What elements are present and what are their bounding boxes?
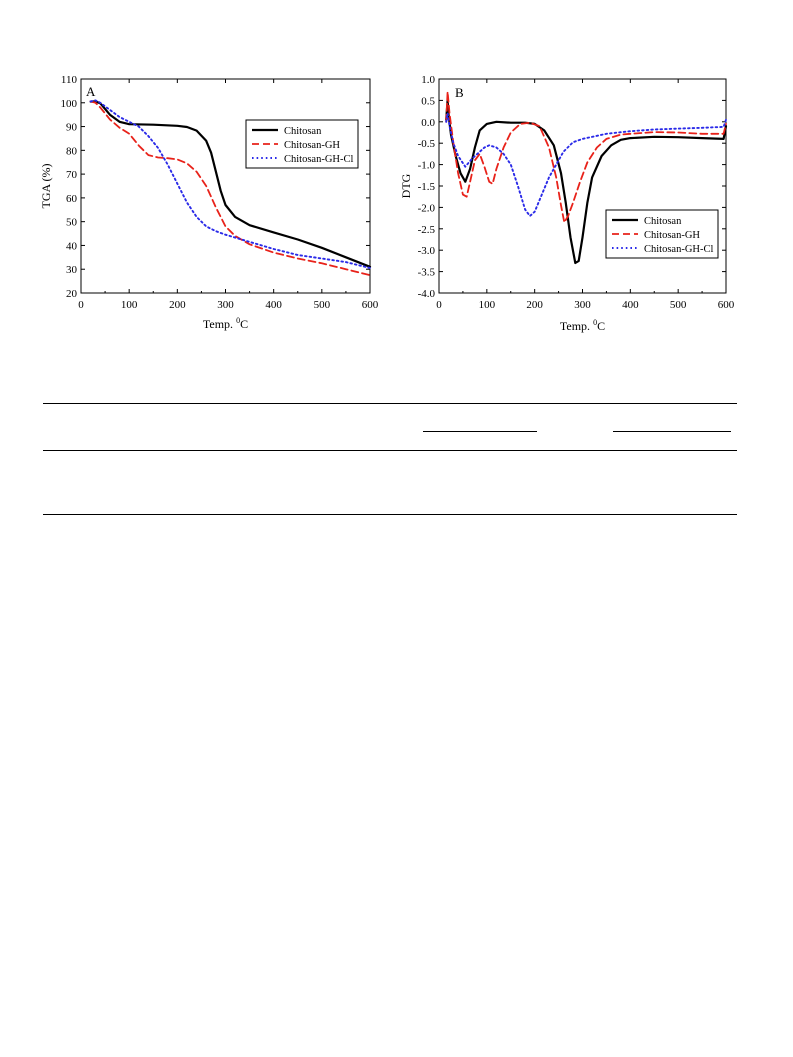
x-axis-label: Temp. 0C — [203, 316, 248, 331]
plot-frame — [80, 78, 371, 294]
x-tick-label: 500 — [314, 299, 331, 311]
x-tick-label: 100 — [121, 299, 138, 311]
table-bottom-rule — [43, 514, 737, 515]
y-tick-label: 50 — [66, 217, 78, 229]
x-tick-label: 600 — [718, 299, 735, 311]
y-tick-label: 20 — [66, 288, 78, 300]
y-tick-label: -3.0 — [418, 245, 436, 257]
legend-entry-label: Chitosan — [284, 126, 322, 137]
x-tick-label: 0 — [78, 299, 84, 311]
chart-panel-a: 0 100 200 300 400 500 600 20 30 40 50 60 70 80 90 100 11… — [39, 74, 379, 331]
legend-entry-label: Chitosan-GH-Cl — [284, 154, 353, 165]
series-line-chitosan-gh-cl — [89, 99, 371, 269]
y-tick-label: 0.5 — [421, 95, 435, 107]
x-tick-label: 600 — [362, 299, 379, 311]
panel-label: B — [455, 85, 464, 100]
y-tick-label: 110 — [61, 74, 78, 86]
y-tick-label: -1.0 — [418, 160, 436, 172]
legend: Chitosan Chitosan-GH Chitosan-GH-Cl — [605, 209, 719, 259]
legend-entry-label: Chitosan-GH-Cl — [644, 244, 713, 255]
x-tick-label: 400 — [622, 299, 639, 311]
legend-entry-label: Chitosan — [644, 216, 682, 227]
y-tick-label: -1.5 — [418, 181, 436, 193]
y-tick-label: 90 — [66, 122, 78, 134]
x-tick-label: 500 — [670, 299, 687, 311]
table-header-rule — [43, 450, 737, 451]
legend: Chitosan Chitosan-GH Chitosan-GH-Cl — [245, 119, 359, 169]
y-tick-label: 40 — [66, 240, 78, 252]
x-tick-label: 200 — [169, 299, 186, 311]
y-axis-label: TGA (%) — [39, 164, 53, 209]
y-axis-label: DTG — [399, 173, 413, 198]
panel-label: A — [86, 84, 96, 99]
series-line-chitosan — [445, 99, 728, 265]
x-tick-label: 0 — [436, 299, 442, 311]
x-axis-label: Temp. 0C — [560, 318, 605, 333]
x-tick-label: 300 — [217, 299, 234, 311]
series-line-chitosan-gh — [445, 90, 727, 224]
x-tick-label: 200 — [526, 299, 543, 311]
y-tick-label: 70 — [66, 169, 78, 181]
table-top-rule — [43, 403, 737, 404]
y-tick-label: 100 — [61, 98, 78, 110]
table-subheader-rule-2 — [613, 431, 731, 432]
table-subheader-rule-1 — [423, 431, 537, 432]
x-tick-label: 300 — [574, 299, 591, 311]
legend-entry-label: Chitosan-GH — [644, 230, 700, 241]
x-tick-label: 100 — [479, 299, 496, 311]
y-tick-label: -4.0 — [418, 288, 436, 300]
series-line-chitosan — [89, 100, 372, 268]
series-line-chitosan-gh — [89, 100, 371, 277]
chart-panel-b: 0 100 200 300 400 500 600 -4.0 -3.5 -3.0 -2.5 -2.0 -… — [399, 74, 735, 333]
legend-entry-label: Chitosan-GH — [284, 140, 340, 151]
x-tick-label: 400 — [265, 299, 282, 311]
y-tick-label: -0.5 — [418, 138, 436, 150]
plot-frame — [438, 78, 727, 294]
y-tick-label: 0.0 — [421, 117, 435, 129]
y-tick-label: 30 — [66, 264, 78, 276]
y-tick-label: -2.0 — [418, 202, 436, 214]
y-tick-label: 80 — [66, 145, 78, 157]
y-tick-label: 60 — [66, 193, 78, 205]
y-tick-label: -3.5 — [418, 267, 436, 279]
figure: 0 100 200 300 400 500 600 20 30 40 50 60 70 80 90 100 11… — [39, 74, 735, 333]
series-line-chitosan-gh-cl — [445, 112, 727, 217]
y-tick-label: -2.5 — [418, 224, 436, 236]
y-tick-label: 1.0 — [421, 74, 435, 86]
